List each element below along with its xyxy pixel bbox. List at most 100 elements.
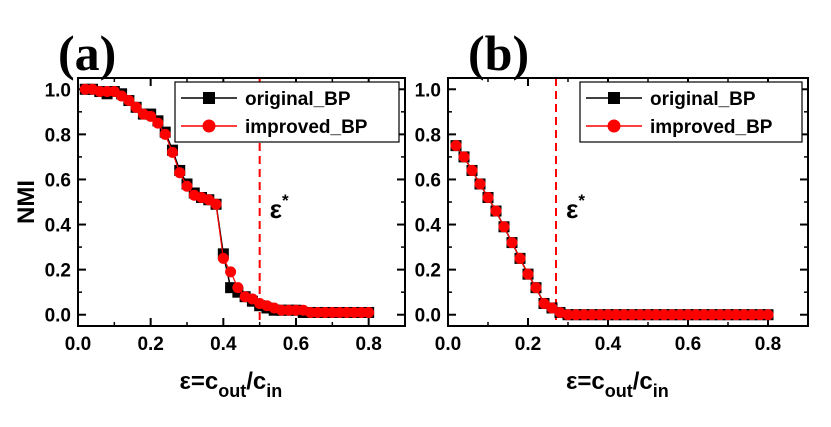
threshold-label: ε*	[270, 191, 289, 224]
series-improved_BP	[79, 83, 375, 318]
data-point-circle	[650, 309, 662, 321]
data-point-circle	[714, 309, 726, 321]
x-axis-title-sub-in: in	[266, 381, 282, 401]
plot-frame	[77, 77, 406, 327]
data-point-circle	[562, 309, 574, 321]
y-tick-label: 0.0	[45, 306, 71, 327]
y-tick-label: 0.6	[45, 170, 71, 191]
data-point-circle	[698, 309, 710, 321]
data-point-square	[225, 282, 237, 294]
x-axis-title-mid: /c	[633, 368, 653, 395]
y-tick-label: 0.2	[415, 261, 441, 282]
panel-a: (a) 0.0 0.2 0.4 0.6 0.8 0.0 0.2 0.4 0.6 0.8 1.0 ε* or…	[13, 25, 406, 401]
series-original_BP	[450, 140, 774, 321]
data-point-circle	[490, 205, 502, 217]
x-axis-title-base: ε=c	[566, 368, 605, 395]
data-point-circle	[225, 266, 237, 278]
data-point-circle	[690, 309, 702, 321]
data-point-circle	[730, 309, 742, 321]
y-tick-label: 0.4	[45, 216, 72, 237]
legend-label: original_BP	[650, 89, 756, 110]
y-tick-label: 0.8	[415, 125, 441, 146]
data-point-circle	[578, 309, 590, 321]
data-point-circle	[123, 95, 135, 107]
legend-marker-square	[203, 92, 215, 104]
data-point-circle	[618, 309, 630, 321]
data-point-circle	[594, 309, 606, 321]
x-axis-title-mid: /c	[246, 368, 266, 395]
x-axis-title-sub-in: in	[653, 381, 669, 401]
x-axis-title-sub-out: out	[605, 381, 633, 401]
x-tick-label: 0.2	[515, 334, 541, 355]
x-tick-label: 0.6	[283, 334, 309, 355]
data-point-circle	[474, 178, 486, 190]
data-point-circle	[658, 309, 670, 321]
x-tick-label: 0.8	[355, 334, 381, 355]
threshold-superscript: *	[282, 191, 289, 210]
x-tick-label: 0.4	[210, 334, 237, 355]
threshold-label: ε*	[566, 191, 585, 224]
x-tick-label: 0.4	[595, 334, 622, 355]
data-point-circle	[762, 309, 774, 321]
plot-frame	[447, 77, 809, 327]
data-point-circle	[738, 309, 750, 321]
legend-marker-circle	[607, 119, 621, 133]
threshold-symbol: ε	[566, 194, 578, 224]
data-point-circle	[145, 110, 157, 122]
x-axis-title: ε=cout/cin	[566, 368, 669, 401]
data-point-circle	[130, 101, 142, 113]
data-point-circle	[514, 252, 526, 264]
data-point-circle	[166, 146, 178, 158]
data-point-circle	[159, 128, 171, 140]
data-point-circle	[181, 180, 193, 192]
data-point-circle	[210, 198, 222, 210]
data-point-circle	[722, 309, 734, 321]
threshold-superscript: *	[578, 191, 585, 210]
data-point-circle	[682, 309, 694, 321]
legend: original_BP improved_BP	[174, 81, 400, 143]
y-tick-label: 0.4	[415, 216, 442, 237]
data-point-circle	[674, 309, 686, 321]
legend-marker-square	[608, 92, 620, 104]
x-axis-title: ε=cout/cin	[180, 368, 283, 401]
data-point-circle	[482, 191, 494, 203]
x-axis-title-sub-out: out	[218, 381, 246, 401]
data-point-circle	[538, 297, 550, 309]
legend-marker-circle	[202, 119, 216, 133]
x-tick-label: 0.0	[65, 334, 91, 355]
data-point-circle	[498, 221, 510, 233]
x-tick-label: 0.0	[435, 334, 461, 355]
panel-label: (b)	[468, 25, 529, 81]
data-point-circle	[634, 309, 646, 321]
data-point-circle	[546, 302, 558, 314]
legend-label: improved_BP	[650, 117, 773, 138]
x-tick-label: 0.2	[137, 334, 163, 355]
x-tick-label: 0.6	[675, 334, 701, 355]
panel-label: (a)	[58, 25, 116, 81]
legend-label: original_BP	[245, 89, 351, 110]
series-improved_BP	[450, 140, 774, 321]
data-point-circle	[174, 167, 186, 179]
y-tick-label: 0.6	[415, 170, 441, 191]
y-tick-label: 1.0	[45, 80, 71, 101]
y-tick-label: 0.0	[415, 306, 441, 327]
data-point-circle	[506, 237, 518, 249]
data-point-circle	[754, 309, 766, 321]
data-point-circle	[570, 309, 582, 321]
data-point-circle	[602, 309, 614, 321]
data-point-circle	[450, 140, 462, 152]
y-axis-title: NMI	[13, 180, 40, 224]
data-point-circle	[610, 309, 622, 321]
data-point-circle	[706, 309, 718, 321]
y-tick-label: 1.0	[415, 80, 441, 101]
data-point-circle	[666, 309, 678, 321]
data-point-circle	[152, 117, 164, 129]
data-point-circle	[458, 151, 470, 163]
legend-label: improved_BP	[245, 117, 368, 138]
y-tick-label: 0.2	[45, 261, 71, 282]
data-point-circle	[530, 282, 542, 294]
legend: original_BP improved_BP	[579, 81, 803, 143]
data-point-circle	[522, 268, 534, 280]
data-point-circle	[466, 164, 478, 176]
